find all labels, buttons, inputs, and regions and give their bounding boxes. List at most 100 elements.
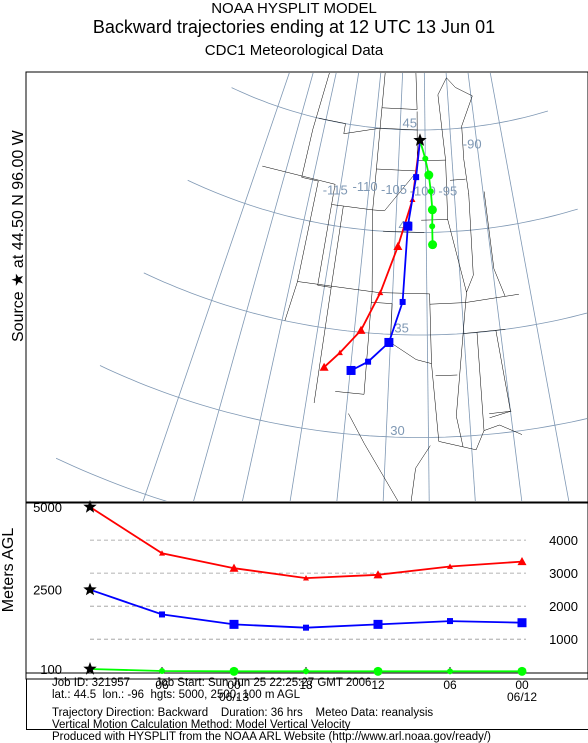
longitude-label: -90	[463, 137, 482, 152]
data-source-title: CDC1 Meteorological Data	[204, 42, 384, 59]
right-axis-tick-label: 3000	[549, 566, 578, 581]
state-boundary	[335, 73, 386, 395]
trajectory-line	[350, 140, 421, 372]
circle-marker	[424, 170, 434, 180]
state-boundary	[381, 73, 418, 110]
state-boundary	[308, 30, 448, 65]
date-label: 06/12	[507, 690, 537, 704]
state-boundary	[284, 73, 330, 321]
triangle-marker	[229, 563, 239, 572]
source-star-marker	[413, 133, 427, 146]
square-marker	[229, 619, 239, 629]
time-tick-label: 06	[443, 678, 457, 692]
latitude-line	[55, 457, 167, 501]
square-marker	[365, 358, 372, 365]
circle-marker	[427, 205, 437, 215]
state-boundary	[348, 413, 399, 501]
start-star-marker	[83, 662, 97, 675]
state-boundary	[483, 191, 506, 297]
latitude-line	[231, 87, 549, 131]
latitude-label: 30	[390, 423, 404, 438]
triangle-marker	[356, 325, 366, 334]
footer-produced-line: Produced with HYSPLIT from the NOAA ARL …	[52, 731, 491, 743]
meridian-line	[382, 73, 404, 501]
circle-marker	[229, 666, 239, 676]
circle-marker	[422, 155, 429, 162]
right-axis-tick-label: 1000	[549, 632, 578, 647]
triangle-marker	[373, 570, 383, 579]
state-boundary	[437, 94, 448, 220]
state-boundary	[429, 293, 440, 442]
state-boundary	[313, 204, 332, 404]
state-boundary	[410, 445, 431, 501]
time-tick-label: 00	[515, 678, 529, 692]
longitude-label: -100	[410, 184, 436, 199]
meridian-line	[489, 73, 570, 501]
latitude-label: 35	[394, 321, 408, 336]
time-tick-label: 00	[227, 678, 241, 692]
height-panel-frame	[25, 502, 588, 680]
state-boundary	[476, 332, 485, 431]
footer-location-line: lat.: 44.5 lon.: -96 hgts: 5000, 2500, 1…	[52, 689, 301, 701]
triangle-marker	[393, 241, 403, 251]
right-axis-tick-label: 2000	[549, 599, 578, 614]
chart-title: Backward trajectories ending at 12 UTC 1…	[92, 17, 496, 37]
state-boundary	[461, 95, 473, 196]
latitude-line	[99, 365, 587, 438]
map-trajectories	[319, 133, 438, 375]
map-frame	[25, 71, 588, 503]
left-axis-tick-label: 5000	[33, 500, 62, 515]
time-tick-label: 12	[371, 678, 385, 692]
height-series-line	[89, 588, 523, 629]
left-axis-tick-label: 2500	[33, 583, 62, 598]
square-marker	[346, 365, 356, 375]
square-marker	[413, 174, 420, 181]
state-boundary	[489, 330, 511, 419]
square-marker	[399, 298, 406, 305]
start-star-marker	[83, 582, 97, 596]
circle-marker	[159, 667, 165, 674]
meridian-line	[142, 73, 290, 501]
square-marker	[403, 221, 413, 231]
circle-marker	[447, 668, 453, 675]
triangle-marker	[303, 575, 309, 581]
square-marker	[447, 618, 453, 625]
longitude-label: -110	[353, 179, 378, 194]
state-boundary	[429, 302, 466, 305]
height-series-line	[89, 506, 523, 580]
state-boundary	[465, 293, 519, 303]
state-boundary	[421, 219, 448, 221]
state-boundary	[463, 329, 506, 334]
footer-job-line: Job ID: 321957 Job Start: Sun Jun 25 22:…	[52, 677, 372, 689]
longitude-label: -115	[323, 183, 348, 198]
longitude-label: -105	[381, 182, 407, 197]
circle-marker	[428, 240, 438, 250]
latitude-line	[187, 179, 578, 233]
time-tick-label: 06	[155, 678, 169, 692]
meridian-line	[423, 73, 430, 501]
meridian-line	[445, 73, 476, 501]
square-marker	[373, 619, 383, 629]
state-boundary	[435, 374, 458, 377]
footer-box: Job ID: 321957 Job Start: Sun Jun 25 22:…	[26, 677, 588, 743]
state-boundary	[376, 168, 418, 172]
state-boundary	[437, 77, 473, 97]
latitude-line	[143, 272, 587, 336]
meridian-line	[467, 73, 523, 501]
meridian-line	[242, 73, 337, 501]
state-boundary	[297, 281, 430, 295]
circle-marker	[373, 666, 383, 676]
footer-direction-line: Trajectory Direction: Backward Duration:…	[52, 707, 434, 719]
state-boundary	[330, 206, 344, 288]
state-boundary	[489, 410, 512, 414]
triangle-marker	[336, 349, 343, 356]
left-axis-tick-label: 100	[40, 662, 62, 677]
triangle-marker	[159, 550, 165, 556]
circle-marker	[303, 668, 309, 675]
square-marker	[303, 624, 309, 631]
start-star-marker	[83, 500, 97, 513]
state-boundary	[438, 424, 523, 451]
latitude-label: 45	[403, 116, 417, 131]
